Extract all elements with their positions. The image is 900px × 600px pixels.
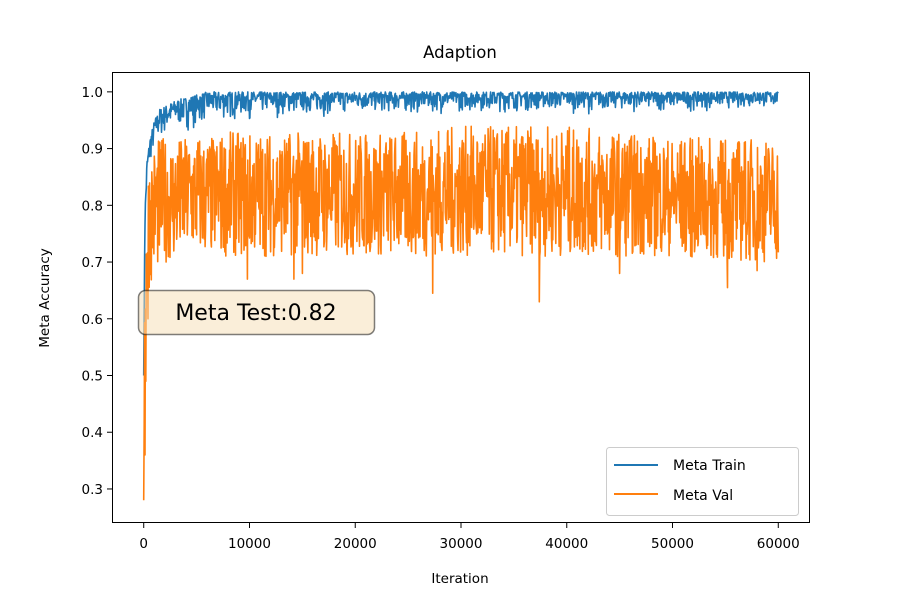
series-line-meta-val	[142, 125, 780, 501]
x-tick-label: 10000	[228, 536, 271, 552]
series-line-meta-train	[142, 91, 779, 376]
x-tick-label: 20000	[334, 536, 377, 552]
y-tick-label: 1.0	[82, 85, 103, 101]
y-tick-label: 0.9	[82, 142, 103, 158]
y-tick-label: 0.4	[82, 425, 103, 441]
x-tick-label: 0	[139, 536, 148, 552]
legend-label-meta-val: Meta Val	[673, 488, 733, 504]
plot-frame	[112, 72, 810, 523]
x-tick-label: 60000	[757, 536, 800, 552]
x-tick-label: 50000	[651, 536, 694, 552]
y-tick-label: 0.5	[82, 369, 103, 385]
annotation-background	[137, 289, 376, 336]
chart-title: Adaption	[423, 43, 497, 62]
series-layer	[142, 91, 780, 501]
legend: Meta Train Meta Val	[606, 447, 799, 516]
annotation-box: Meta Test:0.82	[137, 289, 376, 336]
x-tick-label: 30000	[440, 536, 483, 552]
y-tick-label: 0.6	[82, 312, 103, 328]
x-tick-label: 40000	[545, 536, 588, 552]
y-tick-label: 0.8	[82, 198, 103, 214]
y-tick-label: 0.3	[82, 482, 103, 498]
x-axis-ticks: 0 10000 20000 30000 40000 50000 60000	[139, 523, 800, 552]
annotation-text: Meta Test:0.82	[175, 301, 336, 326]
y-axis-ticks: 0.3 0.4 0.5 0.6 0.7 0.8 0.9 1.0	[82, 85, 112, 498]
y-axis-label: Meta Accuracy	[37, 248, 53, 347]
legend-label-meta-train: Meta Train	[673, 458, 746, 474]
x-axis-label: Iteration	[431, 571, 488, 587]
y-tick-label: 0.7	[82, 255, 103, 271]
